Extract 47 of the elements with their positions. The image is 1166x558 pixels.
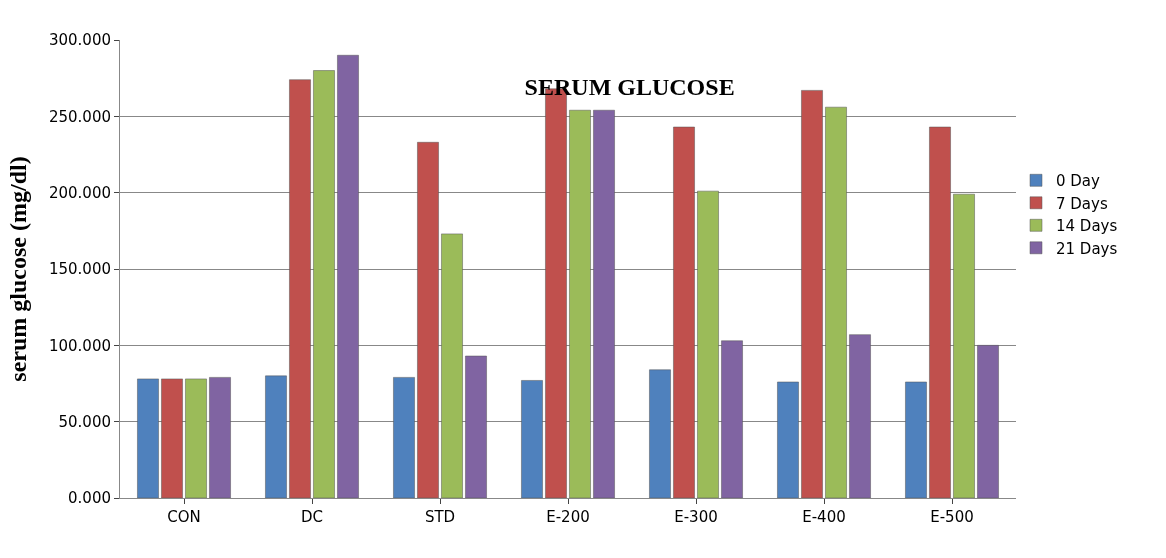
bar	[441, 233, 463, 498]
bar	[777, 381, 799, 498]
legend-label: 7 Days	[1056, 194, 1108, 213]
bar	[393, 377, 415, 498]
y-tick-label: 50.000	[58, 412, 111, 431]
y-axis-title: serum glucose (mg/dl)	[5, 156, 32, 382]
x-tick-label: E-500	[930, 508, 974, 526]
bar	[521, 380, 543, 498]
y-tick-label: 250.000	[48, 107, 111, 126]
legend-label: 14 Days	[1056, 217, 1118, 236]
bar	[953, 193, 975, 498]
bar	[905, 381, 927, 498]
bar	[185, 378, 207, 498]
x-tick-label: E-400	[802, 508, 846, 526]
y-tick-label: 0.000	[68, 489, 111, 508]
x-tick-label: E-300	[674, 508, 718, 526]
bar	[337, 55, 359, 498]
bar	[649, 369, 671, 498]
bar	[801, 90, 823, 498]
x-tick-label: E-200	[546, 508, 590, 526]
x-tick-label: CON	[167, 508, 201, 526]
y-tick-label: 100.000	[48, 336, 111, 355]
bar	[849, 334, 871, 498]
bar	[265, 375, 287, 498]
bar	[929, 126, 951, 498]
bar	[137, 378, 159, 498]
bar	[825, 106, 847, 498]
bar	[465, 355, 487, 498]
bar	[697, 190, 719, 498]
legend-label: 0 Day	[1056, 172, 1101, 191]
bar	[977, 345, 999, 498]
x-tick-label: DC	[300, 508, 324, 526]
x-tick-label: STD	[424, 508, 456, 526]
bar	[289, 79, 311, 498]
bar	[417, 142, 439, 498]
bar	[209, 377, 231, 498]
bar	[673, 126, 695, 498]
y-tick-label: 300.000	[48, 31, 111, 50]
bar	[593, 109, 615, 498]
bar	[313, 70, 335, 498]
y-tick-label: 200.000	[48, 183, 111, 202]
text: SERUM GLUCOSE	[524, 73, 735, 100]
bar	[721, 340, 743, 498]
bar	[569, 109, 591, 498]
bar	[161, 378, 183, 498]
legend-label: 21 Days	[1056, 239, 1118, 258]
y-tick-label: 150.000	[48, 260, 111, 279]
